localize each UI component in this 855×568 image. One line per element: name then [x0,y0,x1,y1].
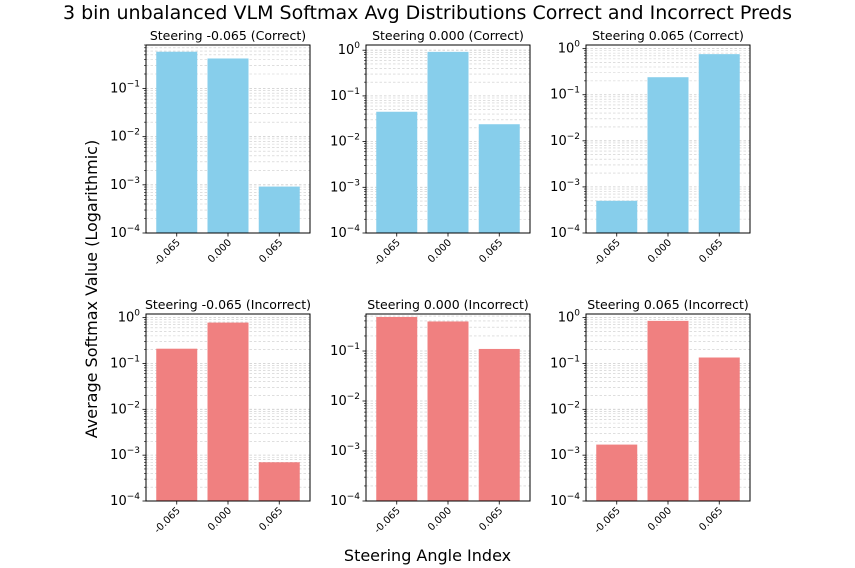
figure-title: 3 bin unbalanced VLM Softmax Avg Distrib… [62,2,793,24]
bar [596,444,638,501]
y-tick-label: 10−1 [110,79,140,96]
bar [647,320,689,501]
x-tick-label: 0.000 [206,505,234,533]
bar [376,316,418,501]
y-tick-label: 10−3 [110,446,140,463]
y-tick-label: 10−3 [550,446,580,463]
subplot-title: Steering 0.065 (Incorrect) [587,297,749,312]
bar [258,186,300,233]
y-tick-label: 10−2 [110,128,140,145]
y-tick-label: 10−4 [550,492,580,509]
y-tick-label: 10−3 [550,178,580,195]
x-tick-label: 0.065 [697,505,725,533]
subplot-4: 10−4 10−3 10−2 10−1 100 -0.065 0.000 0.065 Steer… [110,297,311,536]
figure-y-axis-label: Average Softmax Value (Logarithmic) [82,139,101,439]
subplot-title: Steering -0.065 (Correct) [150,28,306,43]
y-tick-label: 10−4 [330,492,360,509]
x-tick-label: 0.000 [646,237,674,265]
x-tick-label: -0.065 [592,237,623,268]
bar [156,51,198,233]
subplot-title: Steering -0.065 (Incorrect) [145,297,311,312]
y-tick-label: 10−4 [110,492,140,509]
bar [647,77,689,234]
x-tick-label: 0.000 [426,505,454,533]
x-tick-label: -0.065 [372,505,403,536]
subplot-title: Steering 0.000 (Correct) [372,28,524,43]
y-tick-label: 10−1 [330,342,360,359]
y-tick-label: 100 [118,309,141,326]
figure-x-axis-label: Steering Angle Index [343,546,512,565]
y-tick-label: 10−2 [110,400,140,417]
bar [478,124,520,233]
bar [427,51,469,233]
y-tick-label: 10−3 [330,442,360,459]
x-tick-label: 0.000 [426,237,454,265]
y-tick-label: 10−3 [330,178,360,195]
subplot-1: 10−4 10−3 10−2 10−1 -0.065 0.000 0.065 Steering… [110,28,311,268]
bar [478,348,520,501]
y-tick-label: 10−1 [550,86,580,103]
x-tick-label: 0.000 [646,505,674,533]
x-tick-label: -0.065 [152,237,183,268]
x-tick-label: 0.065 [477,237,505,265]
bar [698,357,740,501]
y-tick-label: 10−2 [330,392,360,409]
x-tick-label: 0.000 [206,237,234,265]
bar [427,321,469,501]
bar [376,111,418,233]
y-tick-label: 10−3 [110,176,140,193]
bar [258,462,300,501]
bar [596,200,638,233]
x-tick-label: -0.065 [152,505,183,536]
y-tick-label: 100 [558,309,581,326]
y-tick-label: 10−2 [330,133,360,150]
subplot-6: 10−4 10−3 10−2 10−1 100 -0.065 0.000 0.065 Steer… [550,297,751,536]
x-tick-label: -0.065 [592,505,623,536]
subplot-title: Steering 0.065 (Correct) [592,28,744,43]
y-tick-label: 10−2 [550,132,580,149]
x-tick-label: 0.065 [257,237,285,265]
y-tick-label: 100 [558,40,581,57]
subplot-3: 10−4 10−3 10−2 10−1 100 -0.065 0.000 0.065 Steer… [550,28,751,268]
bar [156,348,198,501]
y-tick-label: 10−1 [550,354,580,371]
bar [207,58,249,233]
x-tick-label: 0.065 [257,505,285,533]
x-tick-label: 0.065 [477,505,505,533]
y-tick-label: 10−2 [550,400,580,417]
x-tick-label: -0.065 [372,237,403,268]
y-tick-label: 10−4 [550,224,580,241]
bar [207,322,249,501]
subplot-2: 10−4 10−3 10−2 10−1 100 -0.065 0.000 0.065 Steer… [330,28,531,268]
subplot-5: 10−4 10−3 10−2 10−1 -0.065 0.000 0.065 Steering… [330,297,531,536]
y-tick-label: 10−4 [110,224,140,241]
bar [698,54,740,233]
y-tick-label: 10−4 [330,224,360,241]
y-tick-label: 10−1 [110,354,140,371]
subplot-title: Steering 0.000 (Incorrect) [367,297,529,312]
y-tick-label: 100 [338,41,361,58]
y-tick-label: 10−1 [330,87,360,104]
x-tick-label: 0.065 [697,237,725,265]
